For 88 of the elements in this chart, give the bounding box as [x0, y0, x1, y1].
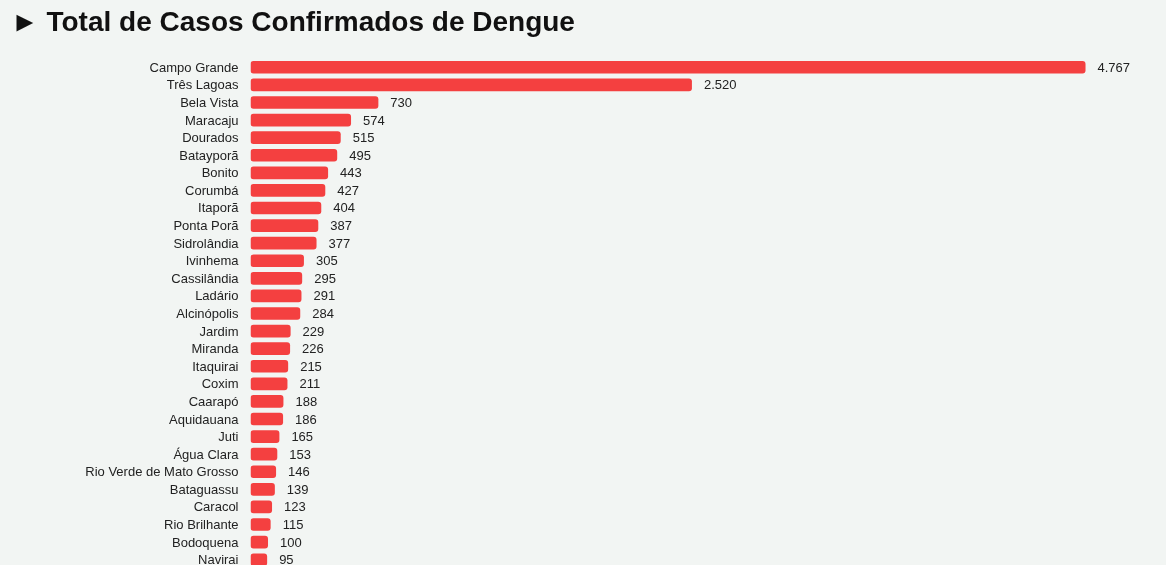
y-tick-label: Aquidauana [169, 411, 240, 427]
y-tick-label: Caarapó [188, 393, 239, 409]
data-label: 427 [337, 182, 359, 198]
bar [250, 412, 284, 426]
data-label: 115 [282, 517, 304, 533]
data-label: 4.767 [1097, 59, 1131, 75]
y-tick-label: Cassilândia [171, 270, 240, 286]
data-label: 146 [288, 464, 310, 480]
bar [250, 395, 284, 408]
bar [250, 184, 326, 197]
y-tick-label: Bataguassu [169, 481, 239, 497]
y-tick-label: Ivinhema [185, 253, 240, 269]
data-label: 139 [286, 481, 309, 497]
bar [250, 377, 288, 391]
data-label: 574 [363, 112, 385, 128]
y-tick-label: Navirai [198, 552, 239, 565]
y-tick-label: Bonito [201, 165, 239, 181]
data-label: 211 [299, 376, 321, 392]
y-tick-label: Ponta Porã [173, 218, 240, 234]
data-label: 95 [279, 552, 294, 565]
y-tick-label: Rio Brilhante [164, 517, 239, 533]
bar [250, 236, 317, 250]
bar [250, 359, 289, 373]
y-tick-label: Jardim [199, 323, 239, 339]
data-label: 404 [333, 200, 355, 216]
bar [250, 553, 268, 565]
data-label: 226 [302, 341, 324, 357]
data-label: 495 [349, 147, 371, 163]
bar [250, 113, 352, 127]
data-label: 186 [295, 411, 317, 427]
bar [250, 500, 273, 514]
bar [250, 342, 291, 355]
data-label: 229 [302, 323, 325, 339]
data-label: 305 [315, 253, 338, 269]
y-tick-label: Ladário [195, 288, 239, 304]
bar [250, 201, 322, 215]
bar [250, 131, 341, 144]
y-tick-label: Água Clara [173, 446, 240, 462]
bar [250, 60, 1086, 74]
y-tick-label: Itaporã [198, 200, 240, 216]
bar [250, 78, 692, 92]
y-tick-label: Corumbá [185, 182, 240, 198]
data-label: 165 [291, 429, 314, 445]
bar [250, 430, 280, 443]
y-tick-label: Sidrolândia [173, 235, 240, 251]
data-label: 515 [352, 130, 375, 146]
data-label: 291 [313, 288, 336, 304]
data-label: 730 [390, 94, 413, 110]
y-tick-label: Campo Grande [149, 59, 239, 75]
y-tick-label: Maracaju [185, 112, 239, 128]
bar [250, 483, 275, 496]
y-tick-label: Alcinópolis [176, 306, 239, 321]
data-label: 443 [340, 165, 362, 181]
data-label: 387 [330, 218, 352, 234]
bar [250, 518, 271, 531]
chart-title: ► Total de Casos Confirmados de Dengue [10, 5, 575, 39]
bar [250, 465, 277, 479]
data-label: 153 [289, 446, 311, 462]
data-label: 295 [314, 270, 336, 286]
bar [250, 289, 302, 303]
data-label: 188 [295, 393, 318, 409]
data-label: 377 [328, 235, 351, 251]
bar [250, 254, 304, 268]
bar [250, 447, 278, 461]
bar [250, 272, 303, 285]
data-label: 123 [284, 499, 306, 515]
data-label: 2.520 [703, 77, 737, 93]
bar [250, 166, 329, 180]
y-tick-label: Miranda [191, 341, 240, 357]
y-tick-label: Dourados [182, 130, 239, 146]
y-tick-label: Coxim [201, 376, 239, 392]
y-tick-label: Bodoquena [171, 534, 240, 550]
bar [250, 535, 269, 549]
y-tick-label: Rio Verde de Mato Grosso [85, 464, 239, 480]
data-label: 100 [280, 534, 302, 550]
bar [250, 307, 301, 320]
data-label: 284 [312, 306, 334, 321]
y-tick-label: Batayporã [179, 147, 240, 163]
y-tick-label: Três Lagoas [166, 77, 239, 93]
bar [250, 324, 291, 338]
y-tick-label: Itaquirai [192, 358, 239, 374]
bar [250, 96, 379, 109]
y-tick-label: Bela Vista [180, 94, 240, 110]
data-label: 215 [300, 358, 322, 374]
y-tick-label: Juti [218, 429, 239, 445]
bar [250, 219, 319, 232]
bar [250, 148, 338, 162]
y-tick-label: Caracol [193, 499, 239, 515]
